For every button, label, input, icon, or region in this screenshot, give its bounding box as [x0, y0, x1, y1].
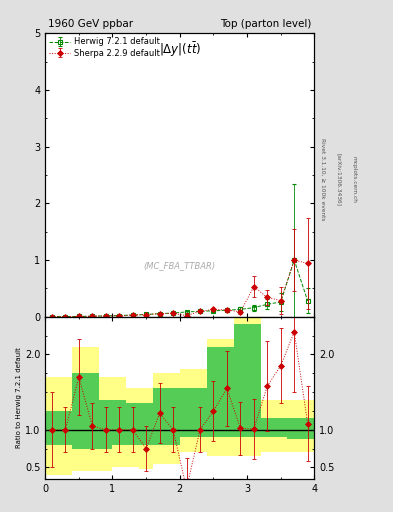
Text: (MC_FBA_TTBAR): (MC_FBA_TTBAR): [144, 261, 216, 270]
Text: 1960 GeV ppbar: 1960 GeV ppbar: [48, 19, 133, 29]
Text: mcplots.cern.ch: mcplots.cern.ch: [352, 156, 357, 203]
Text: [arXiv:1306.3436]: [arXiv:1306.3436]: [336, 153, 341, 206]
Legend: Herwig 7.2.1 default, Sherpa 2.2.9 default: Herwig 7.2.1 default, Sherpa 2.2.9 defau…: [48, 36, 161, 59]
Text: $|\Delta y|(\mathit{t\bar{t}})$: $|\Delta y|(\mathit{t\bar{t}})$: [159, 40, 201, 59]
Text: Rivet 3.1.10, ≥ 100k events: Rivet 3.1.10, ≥ 100k events: [320, 138, 325, 221]
Y-axis label: Ratio to Herwig 7.2.1 default: Ratio to Herwig 7.2.1 default: [16, 347, 22, 448]
Text: Top (parton level): Top (parton level): [220, 19, 312, 29]
